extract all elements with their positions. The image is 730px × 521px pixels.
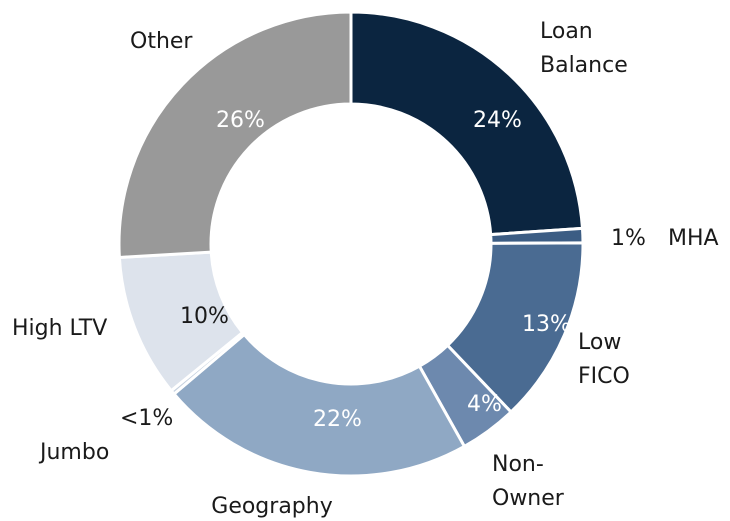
category-label: Geography bbox=[211, 494, 332, 519]
label-line: Balance bbox=[540, 53, 628, 78]
category-label: Low FICO bbox=[578, 330, 630, 389]
value-label: 24% bbox=[473, 108, 522, 133]
donut-slice bbox=[117, 10, 353, 260]
category-label: Other bbox=[130, 29, 193, 54]
label-line: Loan bbox=[540, 19, 600, 44]
label-line: Non- bbox=[492, 452, 544, 477]
label-line: Low bbox=[578, 330, 628, 355]
label-line: Owner bbox=[492, 486, 565, 511]
value-label: 4% bbox=[467, 392, 502, 417]
donut-slice bbox=[349, 10, 585, 237]
category-label: Non- Owner bbox=[492, 452, 565, 511]
donut-slice bbox=[171, 332, 467, 478]
value-label: 10% bbox=[180, 304, 229, 329]
label-line: FICO bbox=[578, 364, 630, 389]
category-label: Jumbo bbox=[38, 440, 109, 465]
category-label: MHA bbox=[668, 226, 719, 251]
value-label: <1% bbox=[120, 406, 173, 431]
value-label: 22% bbox=[313, 407, 362, 432]
value-label: 26% bbox=[216, 108, 265, 133]
category-label: Loan Balance bbox=[540, 19, 628, 78]
value-label: 13% bbox=[522, 312, 571, 337]
category-label: High LTV bbox=[12, 316, 107, 341]
value-label: 1% bbox=[611, 226, 646, 251]
